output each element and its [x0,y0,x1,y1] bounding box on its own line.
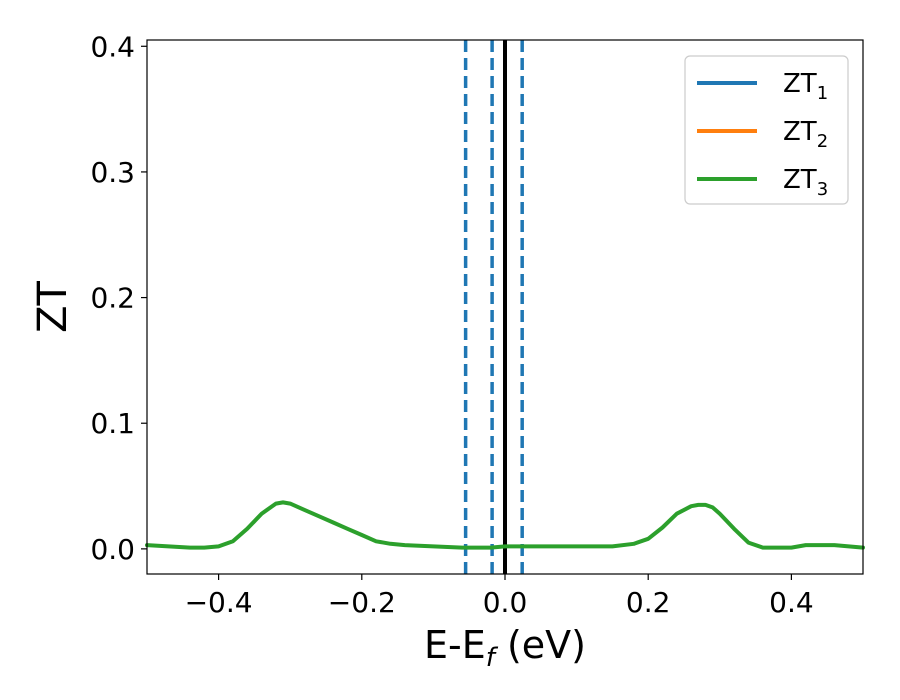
legend-label-zt1: ZT1 [783,69,828,104]
y-tick-label: 0.4 [90,30,135,63]
x-tick-label: 0.0 [483,586,528,619]
y-axis-ticks: 0.0 0.1 0.2 0.3 0.4 [90,30,147,566]
y-tick-label: 0.1 [90,407,135,440]
legend-label-zt2: ZT2 [783,117,828,152]
legend-box [684,55,849,205]
x-tick-label: −0.2 [328,586,396,619]
y-axis-label: ZT [30,281,76,333]
legend: ZT1 ZT2 ZT3 [684,55,849,205]
vertical-lines [463,40,524,574]
y-tick-label: 0.3 [90,156,135,189]
x-axis-ticks: −0.4 −0.2 0.0 0.2 0.4 [185,574,814,619]
x-axis-label: E-Ef (eV) [424,623,586,673]
y-tick-label: 0.2 [90,282,135,315]
legend-label-zt3: ZT3 [783,165,828,200]
x-tick-label: 0.2 [626,586,671,619]
x-tick-label: −0.4 [185,586,253,619]
y-tick-label: 0.0 [90,533,135,566]
series-line-zt3 [145,500,865,550]
series-lines [145,500,865,550]
x-tick-label: 0.4 [769,586,814,619]
